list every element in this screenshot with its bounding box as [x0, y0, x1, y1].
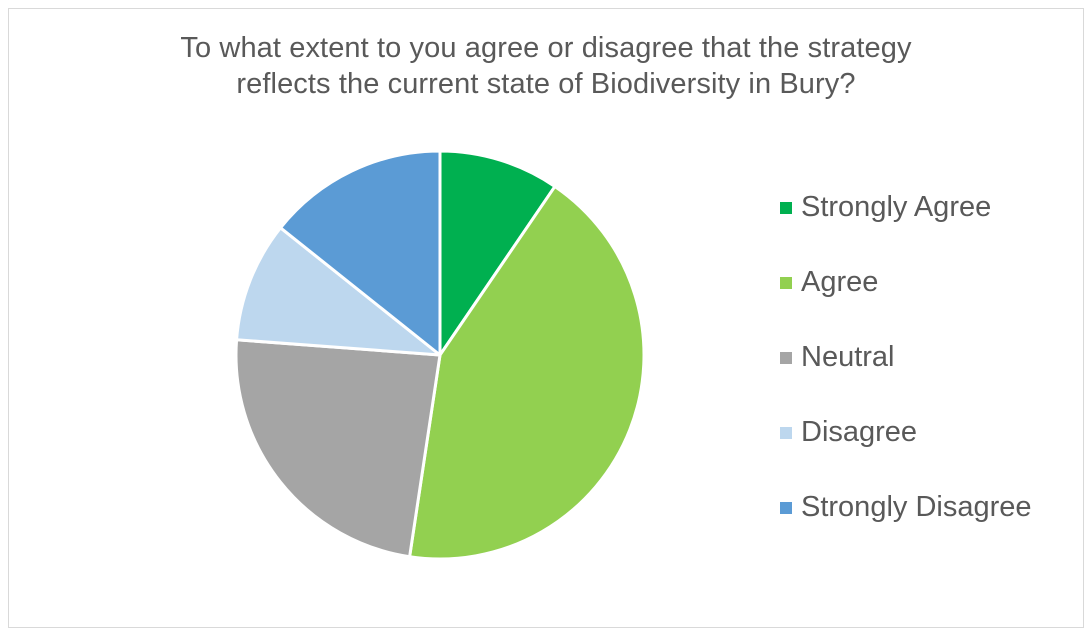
- pie-slice-agree: [408, 184, 646, 561]
- pie-slice-neutral: [234, 338, 442, 559]
- pie-chart: [234, 149, 646, 561]
- chart-title: To what extent to you agree or disagree …: [0, 30, 1092, 102]
- chart-title-line-2: reflects the current state of Biodiversi…: [236, 68, 856, 100]
- legend-swatch-neutral: [780, 351, 792, 364]
- legend-item-disagree: Disagree: [780, 395, 1032, 470]
- legend-swatch-agree: [780, 276, 792, 289]
- legend-swatch-strongly-agree: [780, 201, 792, 214]
- chart-legend: Strongly Agree Agree Neutral Disagree St…: [780, 190, 1032, 565]
- chart-title-line-1: To what extent to you agree or disagree …: [180, 32, 912, 64]
- pie-slice-disagree: [235, 226, 442, 357]
- legend-label-agree: Agree: [801, 266, 879, 298]
- legend-swatch-disagree: [780, 426, 792, 439]
- legend-item-agree: Agree: [780, 245, 1032, 320]
- legend-swatch-strongly-disagree: [780, 501, 792, 514]
- legend-label-disagree: Disagree: [801, 416, 918, 448]
- pie-slice-strongly-disagree: [279, 149, 442, 357]
- legend-label-strongly-disagree: Strongly Disagree: [801, 491, 1032, 523]
- legend-label-neutral: Neutral: [801, 341, 895, 373]
- pie-slice-strongly-agree: [438, 149, 557, 357]
- legend-item-neutral: Neutral: [780, 320, 1032, 395]
- legend-label-strongly-agree: Strongly Agree: [801, 191, 992, 223]
- legend-item-strongly-disagree: Strongly Disagree: [780, 470, 1032, 545]
- legend-item-strongly-agree: Strongly Agree: [780, 170, 1032, 245]
